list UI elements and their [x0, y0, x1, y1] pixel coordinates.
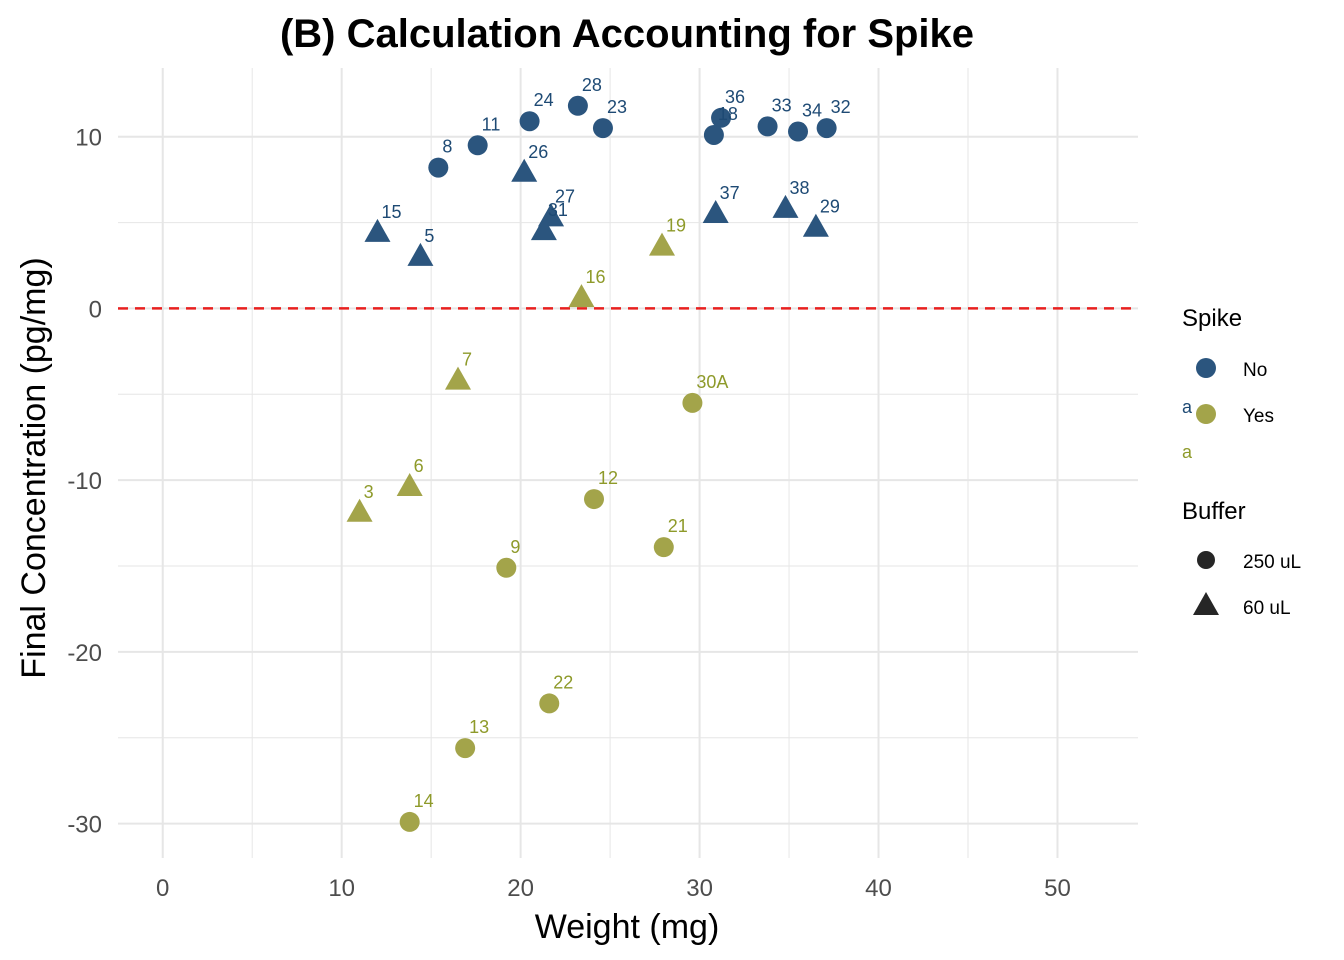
data-point-label: 32 — [831, 97, 851, 117]
legend-key-buffer-250ul — [1197, 551, 1215, 569]
data-point-label: 12 — [598, 468, 618, 488]
data-point-250ul — [455, 738, 476, 759]
data-point-label: 34 — [802, 101, 822, 121]
y-tick-label: 0 — [89, 296, 102, 323]
y-tick-label: -20 — [67, 640, 102, 667]
legend: Spike No a Yes a Buffer 250 uL 60 uL — [1182, 305, 1301, 619]
data-point-250ul — [584, 489, 604, 510]
data-point-label: 36 — [725, 87, 745, 107]
data-point-label: 9 — [510, 537, 520, 557]
data-point-label: 19 — [666, 216, 686, 236]
data-point-label: 18 — [718, 104, 738, 124]
data-point-label: 11 — [482, 114, 501, 134]
data-point-label: 13 — [469, 717, 489, 737]
data-point-60ul — [649, 232, 675, 256]
data-point-60ul — [568, 284, 595, 308]
legend-key-spike-yes — [1196, 404, 1216, 424]
chart-title: (B) Calculation Accounting for Spike — [280, 12, 974, 56]
legend-title-buffer: Buffer — [1182, 498, 1246, 525]
data-point-250ul — [539, 693, 560, 714]
data-point-label: 14 — [414, 791, 434, 811]
x-axis-title: Weight (mg) — [535, 908, 720, 946]
data-point-label: 38 — [789, 178, 809, 198]
data-point-label: 29 — [820, 197, 840, 217]
data-point-250ul — [467, 135, 488, 156]
data-point-label: 24 — [534, 90, 554, 110]
data-point-label: 37 — [720, 183, 740, 203]
x-tick-label: 30 — [686, 875, 713, 902]
data-point-60ul — [772, 194, 799, 218]
data-point-250ul — [428, 157, 449, 178]
data-point-250ul — [816, 118, 837, 139]
y-tick-label: -10 — [67, 468, 102, 495]
legend-text-key-yes: a — [1182, 442, 1193, 462]
data-point-60ul — [396, 473, 423, 497]
data-point-label: 5 — [424, 226, 434, 246]
data-point-60ul — [364, 218, 391, 242]
data-point-250ul — [757, 116, 778, 137]
data-point-60ul — [702, 199, 729, 223]
legend-label-buffer-60ul: 60 uL — [1243, 598, 1291, 619]
y-tick-label: 10 — [75, 125, 102, 152]
data-point-250ul — [682, 392, 703, 413]
data-point-250ul — [703, 124, 724, 145]
data-point-label: 3 — [364, 482, 374, 502]
data-point-label: 28 — [582, 75, 602, 95]
data-point-label: 26 — [528, 142, 548, 162]
data-point-250ul — [567, 95, 588, 116]
axis-ticks: 0 10 20 30 40 50 10 0 -10 -20 -30 — [67, 125, 1071, 902]
x-tick-label: 0 — [156, 875, 169, 902]
data-point-60ul — [511, 158, 538, 182]
data-point-label: 23 — [607, 97, 627, 117]
legend-text-key-no: a — [1182, 397, 1193, 417]
data-point-label: 21 — [668, 516, 688, 536]
x-tick-label: 40 — [865, 875, 892, 902]
legend-label-spike-yes: Yes — [1243, 406, 1274, 427]
data-point-label: 27 — [555, 186, 575, 206]
x-tick-label: 50 — [1044, 875, 1071, 902]
legend-key-buffer-60ul — [1193, 592, 1219, 615]
data-point-label: 22 — [553, 672, 573, 692]
y-axis-title: Final Concentration (pg/mg) — [15, 257, 53, 678]
data-point-250ul — [399, 811, 420, 832]
y-tick-label: -30 — [67, 812, 102, 839]
legend-title-spike: Spike — [1182, 305, 1242, 332]
data-point-250ul — [592, 118, 613, 139]
data-point-250ul — [519, 111, 540, 132]
data-point-label: 7 — [462, 350, 472, 370]
data-point-label: 30A — [696, 372, 728, 392]
legend-label-spike-no: No — [1243, 360, 1267, 381]
grid — [118, 68, 1138, 858]
data-point-label: 33 — [772, 95, 792, 115]
data-point-250ul — [711, 107, 732, 128]
data-point-label: 15 — [381, 202, 401, 222]
data-point-60ul — [802, 213, 829, 237]
data-point-250ul — [653, 537, 674, 558]
data-point-label: 31 — [548, 200, 568, 220]
data-point-250ul — [788, 121, 808, 142]
legend-label-buffer-250ul: 250 uL — [1243, 552, 1301, 573]
x-tick-label: 10 — [328, 875, 355, 902]
data-point-60ul — [346, 498, 373, 522]
data-point-label: 16 — [585, 267, 605, 287]
data-point-label: 8 — [442, 137, 452, 157]
legend-key-spike-no — [1196, 358, 1216, 378]
data-point-60ul — [407, 242, 434, 266]
data-points — [346, 95, 837, 832]
x-tick-label: 20 — [507, 875, 534, 902]
data-point-label: 6 — [414, 456, 424, 476]
data-point-60ul — [445, 366, 471, 390]
data-point-60ul — [530, 217, 557, 241]
data-point-250ul — [496, 557, 517, 578]
